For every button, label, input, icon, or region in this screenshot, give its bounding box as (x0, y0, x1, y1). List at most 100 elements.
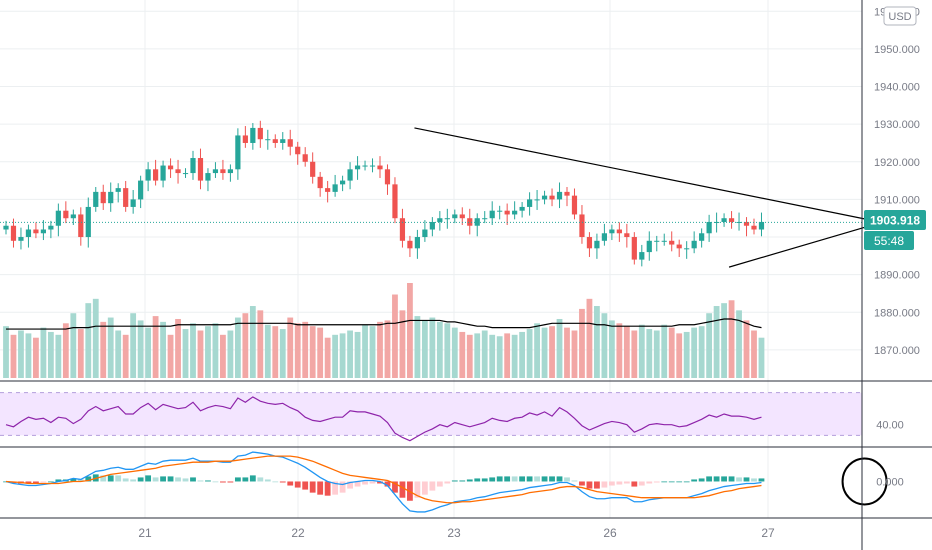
volume-bar (519, 331, 526, 378)
volume-bar (496, 336, 503, 378)
macd-histogram-bar (242, 477, 249, 482)
candle-body (280, 139, 286, 143)
candle-body (549, 195, 555, 200)
macd-histogram-bar (429, 481, 436, 491)
candle-body (422, 229, 428, 238)
macd-histogram-bar (40, 481, 47, 483)
currency-selector[interactable]: USD (883, 6, 917, 26)
macd-histogram-bar (481, 478, 488, 482)
macd-histogram-bar (47, 481, 54, 483)
candle-body (369, 165, 376, 167)
macd-histogram-bar (220, 481, 226, 483)
last-price-tag: 1903.918 55:48 (864, 210, 926, 250)
price-tick-label: 1890.000 (874, 270, 920, 282)
candle-body (541, 195, 548, 200)
volume-bar (279, 329, 286, 378)
macd-histogram-bar (579, 481, 585, 486)
candle-body (175, 169, 181, 174)
annotation-ellipse (841, 457, 888, 506)
candle-body (10, 225, 17, 241)
time-tick-label: 26 (603, 526, 617, 540)
candle-body (459, 214, 465, 219)
candle-body (527, 199, 533, 207)
volume-bar (489, 334, 496, 378)
volume-bar (220, 334, 226, 378)
price-tick-label: 1930.000 (874, 119, 920, 131)
volume-bar (10, 334, 17, 378)
candle-body (691, 240, 697, 249)
candle-body (130, 199, 136, 207)
volume-bar (691, 327, 698, 378)
price-tick-label: 1920.000 (874, 157, 920, 169)
volume-bar (62, 323, 69, 378)
last-price-label: 1903.918 (870, 214, 920, 228)
macd-histogram-bar (511, 476, 518, 482)
volume-bar (466, 334, 473, 378)
time-tick-label: 27 (761, 526, 775, 540)
price-tick-label: 1950.000 (874, 44, 920, 56)
volume-bar (115, 330, 122, 378)
candle-body (78, 214, 84, 238)
candle-body (714, 221, 720, 223)
macd-histogram-bar (384, 481, 391, 487)
candle-body (48, 225, 54, 230)
candle-body (609, 229, 615, 234)
macd-histogram-bar (526, 476, 533, 482)
volume-bar (234, 317, 241, 378)
candle-body (534, 199, 540, 201)
volume-bar (698, 326, 705, 378)
macd-histogram-bar (571, 480, 578, 482)
volume-bar (175, 318, 181, 378)
macd-histogram-bar (77, 479, 84, 482)
volume-bar (481, 330, 488, 378)
candle-body (25, 229, 32, 238)
macd-histogram-bar (436, 481, 443, 487)
candle-body (70, 214, 76, 219)
macd-histogram-bar (302, 481, 309, 490)
volume-bar (369, 326, 376, 378)
macd-histogram-bar (676, 481, 683, 483)
macd-histogram-bar (324, 481, 331, 496)
macd-histogram-bar (534, 476, 540, 482)
volume-bar (392, 294, 398, 378)
candle-body (556, 191, 563, 200)
price-tick-label: 1870.000 (874, 345, 920, 357)
macd-histogram-bar (190, 477, 196, 482)
volume-bar (272, 326, 279, 378)
macd-histogram-bar (661, 481, 668, 483)
candle-body (93, 191, 99, 207)
candle-body (676, 244, 682, 249)
macd-histogram-bar (347, 481, 353, 489)
rsi-band-fill (0, 392, 862, 436)
candle-body (272, 139, 278, 143)
macd-histogram-bar (332, 481, 339, 495)
candle-body (571, 195, 578, 215)
volume-bar (107, 317, 114, 378)
candle-body (751, 225, 757, 230)
macd-histogram-bar (100, 475, 107, 482)
candle-body (429, 221, 435, 230)
macd-histogram-bar (205, 480, 211, 482)
volume-bar (474, 333, 481, 378)
rsi-tick-label: 40.00 (876, 420, 904, 432)
volume-bar (384, 320, 391, 378)
volume-bar (564, 327, 570, 378)
macd-histogram-bar (399, 481, 406, 498)
candle-body (414, 237, 420, 249)
macd-histogram-bar (698, 478, 705, 482)
macd-pane (3, 451, 888, 513)
candle-body (160, 165, 166, 181)
macd-histogram-bar (264, 479, 271, 482)
candle-body (392, 184, 398, 219)
signal-line (5, 455, 762, 504)
volume-bar (407, 283, 413, 378)
volume-bar (40, 327, 47, 378)
price-tick-label: 1940.000 (874, 82, 920, 94)
triangle-trendline (728, 221, 882, 268)
macd-tick-label: 0.000 (876, 476, 904, 488)
candle-body (407, 240, 413, 249)
macd-histogram-bar (392, 481, 398, 493)
candle-body (354, 165, 361, 170)
macd-histogram-bar (444, 481, 451, 484)
candle-body (631, 237, 637, 260)
